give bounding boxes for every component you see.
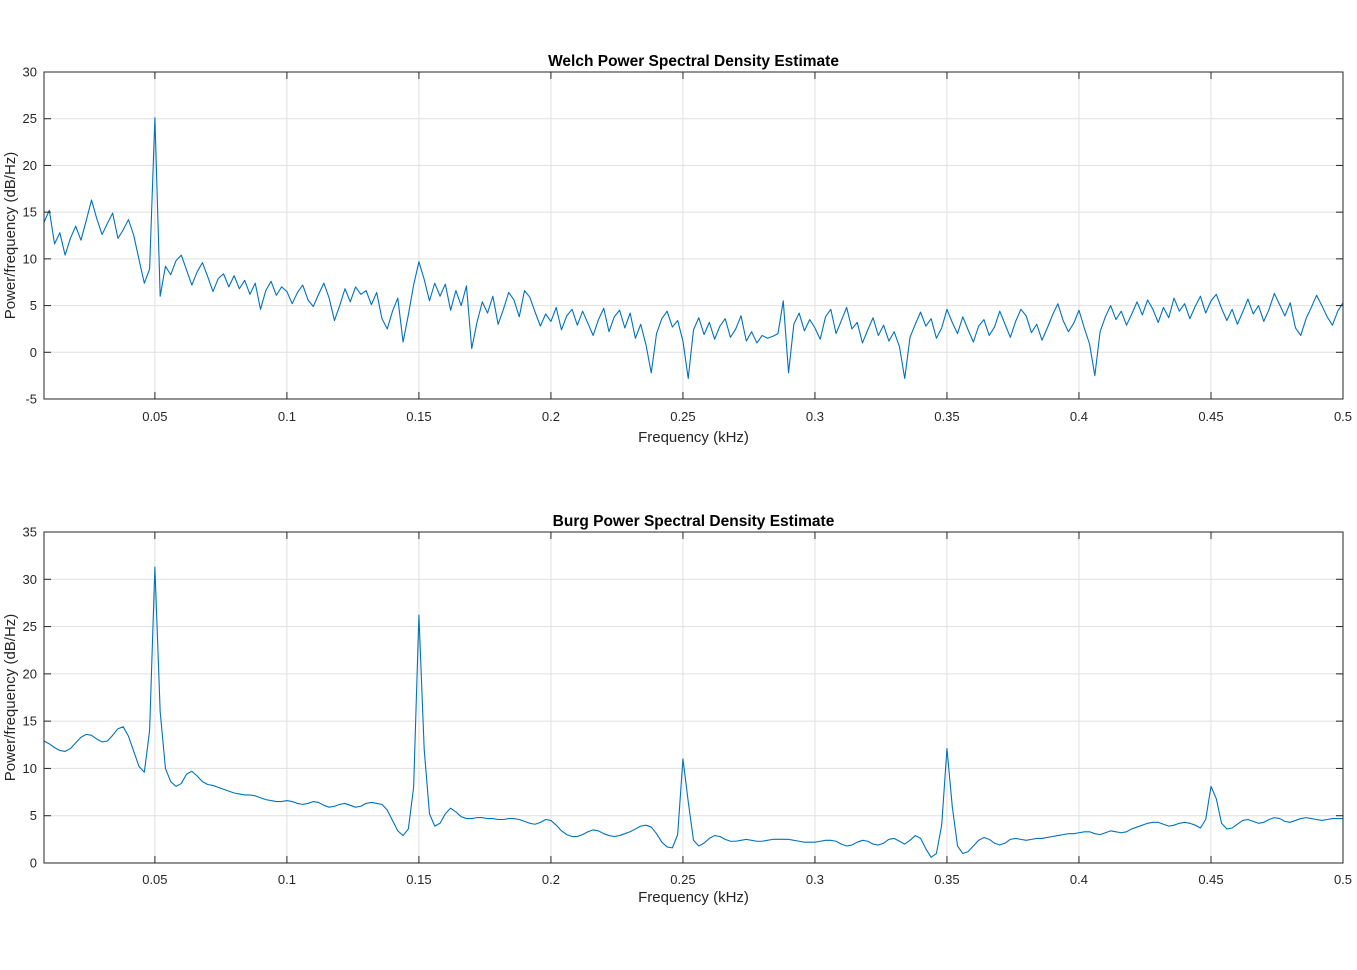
y-tick-label: 20 bbox=[23, 666, 37, 681]
welch-tick-marks bbox=[44, 71, 1344, 400]
x-tick-label: 0.15 bbox=[406, 872, 431, 887]
y-tick-label: 25 bbox=[23, 111, 37, 126]
y-tick-label: 0 bbox=[30, 345, 37, 360]
welch-tick-labels: 0.05 0.1 0.15 0.2 0.25 0.3 0.35 0.4 0.45 0.5 -5 0 5 1… bbox=[23, 65, 1353, 425]
x-tick-label: 0.35 bbox=[934, 409, 959, 424]
y-tick-label: 25 bbox=[23, 619, 37, 634]
y-tick-label: 35 bbox=[23, 525, 37, 540]
burg-psd-trace bbox=[43, 566, 1344, 858]
welch-axes-box bbox=[43, 71, 1344, 400]
x-tick-label: 0.35 bbox=[934, 872, 959, 887]
welch-gridlines bbox=[44, 71, 1344, 400]
x-tick-label: 0.05 bbox=[142, 872, 167, 887]
burg-chart: 0.05 0.1 0.15 0.2 0.25 0.3 0.35 0.4 0.45 0.5 0 5 10 1… bbox=[2, 513, 1352, 906]
burg-title: Burg Power Spectral Density Estimate bbox=[553, 513, 835, 530]
y-tick-label: 0 bbox=[30, 856, 37, 871]
x-tick-label: 0.1 bbox=[278, 872, 296, 887]
y-tick-label: 5 bbox=[30, 808, 37, 823]
x-tick-label: 0.45 bbox=[1198, 872, 1223, 887]
x-tick-label: 0.45 bbox=[1198, 409, 1223, 424]
y-tick-label: 10 bbox=[23, 251, 37, 266]
x-tick-label: 0.05 bbox=[142, 409, 167, 424]
x-tick-label: 0.2 bbox=[542, 872, 560, 887]
burg-axes-box bbox=[43, 531, 1344, 864]
x-tick-label: 0.15 bbox=[406, 409, 431, 424]
y-tick-label: 20 bbox=[23, 158, 37, 173]
y-tick-label: 10 bbox=[23, 761, 37, 776]
welch-xlabel: Frequency (kHz) bbox=[638, 429, 749, 446]
burg-ylabel: Power/frequency (dB/Hz) bbox=[2, 614, 19, 782]
x-tick-label: 0.3 bbox=[806, 409, 824, 424]
y-tick-label: 5 bbox=[30, 298, 37, 313]
welch-title: Welch Power Spectral Density Estimate bbox=[548, 53, 839, 70]
welch-psd-trace bbox=[43, 117, 1344, 380]
burg-psd-line bbox=[43, 566, 1344, 858]
axes-box-border bbox=[43, 531, 1344, 864]
y-tick-label: 30 bbox=[23, 572, 37, 587]
x-tick-label: 0.3 bbox=[806, 872, 824, 887]
x-tick-label: 0.5 bbox=[1334, 872, 1352, 887]
burg-gridlines bbox=[44, 531, 1344, 864]
welch-psd-line bbox=[43, 117, 1344, 380]
x-tick-label: 0.1 bbox=[278, 409, 296, 424]
welch-chart: 0.05 0.1 0.15 0.2 0.25 0.3 0.35 0.4 0.45 0.5 -5 0 5 1… bbox=[2, 53, 1352, 446]
y-tick-label: 15 bbox=[23, 205, 37, 220]
burg-xlabel: Frequency (kHz) bbox=[638, 889, 749, 906]
x-tick-label: 0.25 bbox=[670, 409, 695, 424]
x-tick-label: 0.2 bbox=[542, 409, 560, 424]
welch-ylabel: Power/frequency (dB/Hz) bbox=[2, 152, 19, 320]
x-tick-label: 0.4 bbox=[1070, 409, 1088, 424]
y-tick-label: 15 bbox=[23, 714, 37, 729]
burg-tick-marks bbox=[44, 531, 1344, 864]
y-tick-label: 30 bbox=[23, 65, 37, 80]
burg-tick-labels: 0.05 0.1 0.15 0.2 0.25 0.3 0.35 0.4 0.45 0.5 0 5 10 1… bbox=[23, 525, 1353, 888]
axes-box-border bbox=[43, 71, 1344, 400]
x-tick-label: 0.25 bbox=[670, 872, 695, 887]
x-tick-label: 0.5 bbox=[1334, 409, 1352, 424]
y-tick-label: -5 bbox=[25, 392, 37, 407]
x-tick-label: 0.4 bbox=[1070, 872, 1088, 887]
